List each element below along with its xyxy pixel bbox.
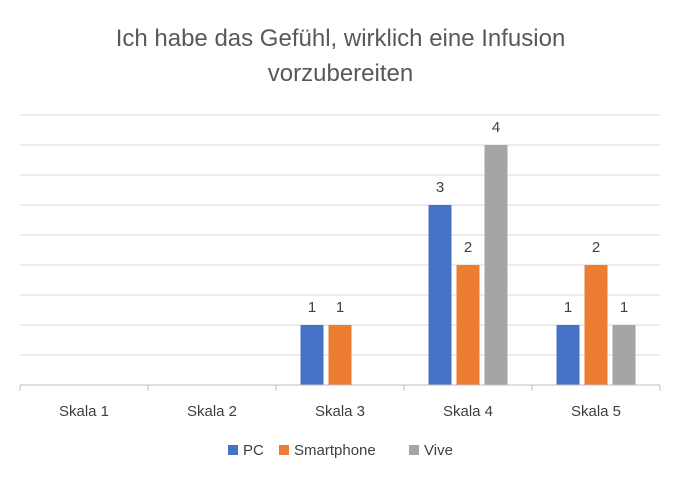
x-tick-label: Skala 1: [59, 403, 109, 420]
data-label: 2: [464, 239, 472, 256]
x-tick-label: Skala 4: [443, 403, 493, 420]
legend-swatch-pc: [228, 445, 238, 455]
bars: [300, 145, 636, 385]
data-label: 1: [620, 299, 628, 316]
legend-label-pc: PC: [243, 442, 264, 459]
data-label: 1: [564, 299, 572, 316]
data-label: 1: [336, 299, 344, 316]
legend-swatch-smartphone: [279, 445, 289, 455]
bar-pc-skala-3: [300, 325, 324, 385]
chart-title-line-2: vorzubereiten: [268, 60, 413, 87]
data-label: 2: [592, 239, 600, 256]
data-label: 3: [436, 179, 444, 196]
legend: PC Smartphone Vive: [228, 442, 453, 459]
data-label: 1: [308, 299, 316, 316]
bar-smartphone-skala-5: [584, 265, 608, 385]
data-label: 4: [492, 119, 500, 136]
gridlines: [20, 114, 660, 356]
bar-vive-skala-5: [612, 325, 636, 385]
x-tick-label: Skala 2: [187, 403, 237, 420]
x-tick-labels: Skala 1 Skala 2 Skala 3 Skala 4 Skala 5: [19, 385, 661, 420]
legend-label-smartphone: Smartphone: [294, 442, 376, 459]
bar-smartphone-skala-3: [328, 325, 352, 385]
legend-swatch-vive: [409, 445, 419, 455]
x-tick-label: Skala 3: [315, 403, 365, 420]
x-tick-label: Skala 5: [571, 403, 621, 420]
data-labels: 1 1 3 2 4 1 2 1: [308, 119, 628, 316]
legend-label-vive: Vive: [424, 442, 453, 459]
bar-pc-skala-5: [556, 325, 580, 385]
bar-vive-skala-4: [484, 145, 508, 385]
bar-pc-skala-4: [428, 205, 452, 385]
bar-smartphone-skala-4: [456, 265, 480, 385]
chart-title-line-1: Ich habe das Gefühl, wirklich eine Infus…: [116, 25, 566, 52]
